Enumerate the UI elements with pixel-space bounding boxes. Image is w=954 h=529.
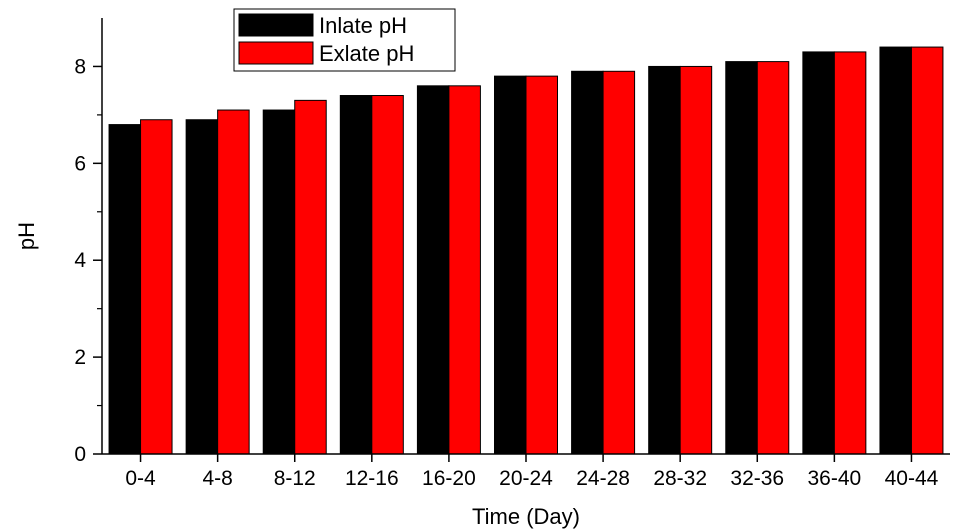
- x-axis-title: Time (Day): [472, 504, 580, 529]
- legend-swatch-exlate: [238, 41, 314, 65]
- x-tick-label: 0-4: [125, 467, 156, 490]
- legend-label-exlate: Exlate pH: [319, 41, 414, 66]
- bar-inlate-8-12: [262, 109, 296, 455]
- legend-swatch-inlate: [238, 13, 314, 37]
- bar-exlate-0-4: [140, 119, 173, 455]
- x-tick-label: 28-32: [653, 467, 707, 490]
- bar-exlate-32-36: [756, 61, 790, 455]
- bar-inlate-0-4: [108, 124, 142, 455]
- legend-label-inlate: Inlate pH: [319, 13, 407, 38]
- x-tick-label: 16-20: [422, 467, 476, 490]
- bar-exlate-8-12: [294, 99, 327, 455]
- y-ticks-group: 0 2 4 6 8: [74, 55, 102, 466]
- x-tick-label: 20-24: [499, 467, 553, 490]
- bar-inlate-32-36: [725, 61, 758, 455]
- x-ticks-group: 0-4 4-8 8-12 12-16 16-20 20-24 24-28 28-32 32-36…: [125, 454, 939, 490]
- x-tick-label: 24-28: [576, 467, 630, 490]
- bar-inlate-36-40: [802, 51, 835, 455]
- y-tick-label: 6: [74, 152, 86, 175]
- x-tick-label: 32-36: [730, 467, 784, 490]
- bar-inlate-20-24: [494, 75, 527, 455]
- bars-group: [108, 46, 944, 455]
- y-tick-label: 8: [74, 55, 86, 78]
- bar-exlate-36-40: [833, 51, 867, 455]
- x-tick-label: 36-40: [808, 467, 862, 490]
- y-tick-label: 2: [74, 346, 86, 369]
- bar-exlate-4-8: [217, 109, 250, 455]
- bar-exlate-16-20: [448, 85, 481, 455]
- x-tick-label: 8-12: [274, 467, 316, 490]
- bar-exlate-20-24: [525, 75, 558, 455]
- y-tick-label: 4: [74, 249, 86, 272]
- x-tick-label: 40-44: [885, 467, 939, 490]
- bar-inlate-12-16: [339, 95, 373, 455]
- bar-inlate-40-44: [879, 46, 912, 455]
- x-tick-label: 12-16: [345, 467, 399, 490]
- bar-exlate-12-16: [371, 95, 404, 455]
- y-axis-title: pH: [14, 222, 39, 250]
- bar-inlate-16-20: [416, 85, 450, 455]
- bar-exlate-28-32: [679, 65, 713, 455]
- legend: Inlate pH Exlate pH: [233, 8, 456, 72]
- bar-inlate-28-32: [648, 65, 681, 455]
- y-tick-label: 0: [74, 443, 86, 466]
- bar-inlate-4-8: [185, 119, 219, 455]
- bar-inlate-24-28: [571, 70, 604, 455]
- bar-exlate-24-28: [602, 70, 636, 455]
- x-tick-label: 4-8: [202, 467, 232, 490]
- bar-exlate-40-44: [910, 46, 944, 455]
